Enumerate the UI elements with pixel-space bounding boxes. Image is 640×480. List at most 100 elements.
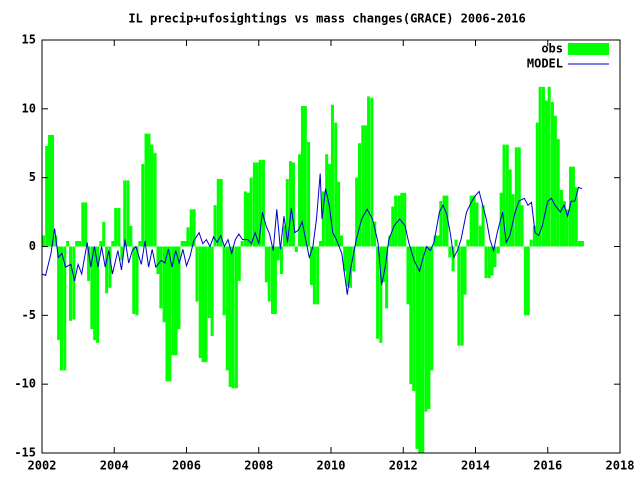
bar xyxy=(280,246,284,275)
bar xyxy=(529,239,533,247)
bar xyxy=(409,246,413,385)
bar xyxy=(45,146,49,247)
y-tick-label: -10 xyxy=(14,377,36,391)
bar xyxy=(559,190,563,247)
bar xyxy=(538,86,542,247)
bar xyxy=(562,201,566,247)
bar xyxy=(339,235,343,247)
bar xyxy=(361,125,365,247)
legend-label: MODEL xyxy=(527,57,563,71)
bar xyxy=(424,246,428,412)
bar xyxy=(90,246,94,330)
bar xyxy=(517,147,521,247)
bar xyxy=(466,239,470,247)
bar xyxy=(421,246,425,453)
bar xyxy=(273,246,277,314)
bar xyxy=(358,143,362,247)
bar xyxy=(228,246,232,387)
bar xyxy=(578,240,582,247)
bar xyxy=(298,154,302,247)
bar xyxy=(261,159,265,247)
bar xyxy=(210,246,214,336)
bar xyxy=(544,100,548,247)
bar xyxy=(382,246,386,283)
bar xyxy=(246,192,250,247)
bar xyxy=(219,179,223,247)
bar xyxy=(565,209,569,247)
bar xyxy=(505,144,509,247)
bar xyxy=(225,246,229,371)
bar xyxy=(475,202,479,247)
bar xyxy=(412,246,416,392)
bar xyxy=(309,246,313,286)
bar xyxy=(198,246,202,359)
bar xyxy=(403,192,407,247)
bar xyxy=(108,246,112,288)
bar xyxy=(433,235,437,247)
model-line xyxy=(42,173,583,295)
bar xyxy=(569,166,573,247)
bar xyxy=(147,133,151,247)
bar xyxy=(129,225,133,247)
bar xyxy=(294,246,298,253)
bar xyxy=(111,240,115,247)
bar xyxy=(487,246,491,279)
bar xyxy=(186,227,190,247)
bar xyxy=(63,246,67,371)
bar xyxy=(478,225,482,247)
bar xyxy=(162,246,166,323)
bar xyxy=(397,195,401,247)
bar xyxy=(571,166,575,247)
bar xyxy=(355,177,359,247)
bar xyxy=(189,209,193,247)
bar xyxy=(93,246,97,341)
bar xyxy=(556,139,560,247)
y-tick-label: 15 xyxy=(22,33,36,47)
bar xyxy=(337,181,341,247)
bar xyxy=(96,246,100,343)
x-tick-label: 2006 xyxy=(172,459,201,473)
bar xyxy=(168,246,172,382)
bar xyxy=(553,115,557,247)
bar xyxy=(364,125,368,247)
bar xyxy=(207,246,211,319)
bar xyxy=(442,195,446,247)
bar xyxy=(276,246,280,261)
bar xyxy=(84,202,88,247)
bar xyxy=(234,246,238,389)
bar xyxy=(78,240,82,247)
bar xyxy=(451,246,455,272)
chart-title: IL precip+ufosightings vs mass changes(G… xyxy=(128,12,525,26)
bar xyxy=(436,235,440,247)
bar xyxy=(72,246,76,320)
bar xyxy=(439,201,443,247)
bar xyxy=(454,239,458,247)
bar xyxy=(216,179,220,247)
bar xyxy=(60,246,64,371)
bar xyxy=(319,240,323,247)
bar xyxy=(307,141,311,247)
bar xyxy=(159,246,163,309)
bar xyxy=(231,246,235,389)
bar xyxy=(481,205,485,247)
bar xyxy=(394,195,398,247)
bar xyxy=(48,134,52,247)
bar xyxy=(243,191,247,247)
bar xyxy=(388,235,392,247)
bar xyxy=(400,192,404,247)
bar xyxy=(535,122,539,247)
x-tick-label: 2014 xyxy=(461,459,490,473)
bar xyxy=(69,246,73,321)
bar xyxy=(325,154,329,247)
x-tick-label: 2012 xyxy=(389,459,418,473)
bar xyxy=(102,221,106,247)
bar xyxy=(204,246,208,363)
bar xyxy=(499,192,503,247)
bar xyxy=(303,106,307,247)
bar xyxy=(406,246,410,305)
bar xyxy=(285,179,289,247)
bar xyxy=(195,246,199,302)
bar xyxy=(258,159,262,247)
bar xyxy=(267,246,271,302)
